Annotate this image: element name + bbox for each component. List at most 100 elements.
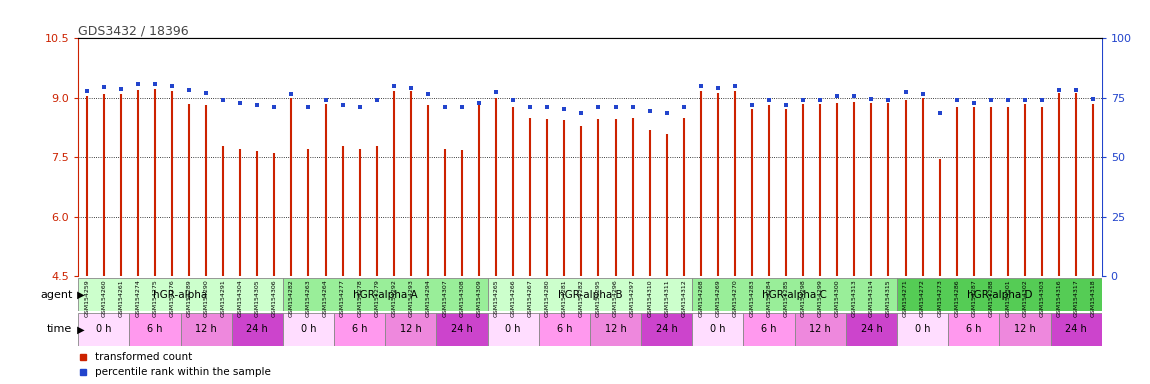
Bar	[78, 278, 283, 311]
Point	[453, 104, 472, 110]
Text: 12 h: 12 h	[196, 324, 217, 334]
Point	[793, 97, 812, 103]
Point	[862, 96, 881, 102]
Bar	[642, 313, 692, 346]
Bar	[283, 313, 335, 346]
Text: transformed count: transformed count	[95, 352, 192, 362]
Point	[777, 102, 796, 108]
Bar	[845, 313, 897, 346]
Text: 24 h: 24 h	[656, 324, 677, 334]
Point	[1084, 96, 1103, 102]
Text: 24 h: 24 h	[860, 324, 882, 334]
Text: 12 h: 12 h	[810, 324, 831, 334]
Text: 0 h: 0 h	[97, 324, 112, 334]
Text: 6 h: 6 h	[761, 324, 776, 334]
Text: 6 h: 6 h	[352, 324, 367, 334]
Bar	[181, 313, 232, 346]
Text: 0 h: 0 h	[915, 324, 930, 334]
Point	[299, 104, 317, 110]
Text: 24 h: 24 h	[246, 324, 268, 334]
Bar	[283, 278, 488, 311]
Point	[334, 102, 352, 108]
Bar	[1051, 313, 1102, 346]
Point	[691, 83, 710, 89]
Bar	[744, 313, 795, 346]
Point	[146, 81, 164, 87]
Point	[896, 89, 914, 95]
Point	[436, 104, 454, 110]
Point	[708, 85, 727, 91]
Point	[555, 106, 574, 112]
Bar	[795, 313, 845, 346]
Bar	[999, 313, 1051, 346]
Point	[845, 93, 864, 99]
Text: 0 h: 0 h	[301, 324, 316, 334]
Point	[538, 104, 557, 110]
Text: 24 h: 24 h	[451, 324, 473, 334]
Point	[179, 87, 198, 93]
Point	[504, 97, 522, 103]
Point	[948, 97, 966, 103]
Point	[521, 104, 539, 110]
Point	[1033, 97, 1051, 103]
Text: percentile rank within the sample: percentile rank within the sample	[95, 367, 271, 377]
Text: 6 h: 6 h	[966, 324, 981, 334]
Point	[163, 83, 182, 89]
Point	[486, 89, 505, 95]
Point	[965, 99, 983, 106]
Bar	[692, 313, 743, 346]
Text: hGR-alpha C: hGR-alpha C	[762, 290, 827, 300]
Point	[726, 83, 744, 89]
Text: 0 h: 0 h	[506, 324, 521, 334]
Point	[1067, 87, 1086, 93]
Text: 6 h: 6 h	[147, 324, 162, 334]
Point	[384, 83, 402, 89]
Point	[930, 110, 949, 116]
Text: hGR-alpha D: hGR-alpha D	[967, 290, 1032, 300]
Point	[112, 86, 130, 92]
Bar	[897, 313, 948, 346]
Point	[129, 81, 147, 87]
Point	[401, 85, 420, 91]
Bar	[129, 313, 181, 346]
Bar	[692, 278, 897, 311]
Point	[77, 88, 95, 94]
Text: ▶: ▶	[74, 324, 84, 334]
Point	[658, 110, 676, 116]
Text: hGR-alpha: hGR-alpha	[153, 290, 208, 300]
Point	[675, 104, 693, 110]
Point	[197, 90, 215, 96]
Bar	[488, 313, 538, 346]
Bar	[334, 313, 385, 346]
Point	[1050, 87, 1068, 93]
Point	[828, 93, 846, 99]
Bar	[385, 313, 437, 346]
Point	[760, 97, 779, 103]
Point	[606, 104, 624, 110]
Text: GDS3432 / 18396: GDS3432 / 18396	[78, 24, 189, 37]
Bar	[538, 313, 590, 346]
Point	[982, 97, 1000, 103]
Text: 24 h: 24 h	[1065, 324, 1087, 334]
Point	[623, 104, 642, 110]
Point	[880, 97, 898, 103]
Bar	[437, 313, 488, 346]
Point	[998, 97, 1017, 103]
Point	[214, 97, 232, 103]
Point	[351, 104, 369, 110]
Text: hGR-alpha B: hGR-alpha B	[558, 290, 622, 300]
Point	[811, 97, 829, 103]
Text: hGR-alpha A: hGR-alpha A	[353, 290, 417, 300]
Point	[316, 97, 335, 103]
Bar	[232, 313, 283, 346]
Text: agent: agent	[40, 290, 72, 300]
Text: 6 h: 6 h	[557, 324, 572, 334]
Point	[266, 104, 284, 110]
Point	[368, 97, 386, 103]
Text: 12 h: 12 h	[1014, 324, 1036, 334]
Text: 12 h: 12 h	[400, 324, 422, 334]
Bar	[897, 278, 1102, 311]
Point	[641, 108, 659, 114]
Bar	[948, 313, 999, 346]
Point	[573, 110, 591, 116]
